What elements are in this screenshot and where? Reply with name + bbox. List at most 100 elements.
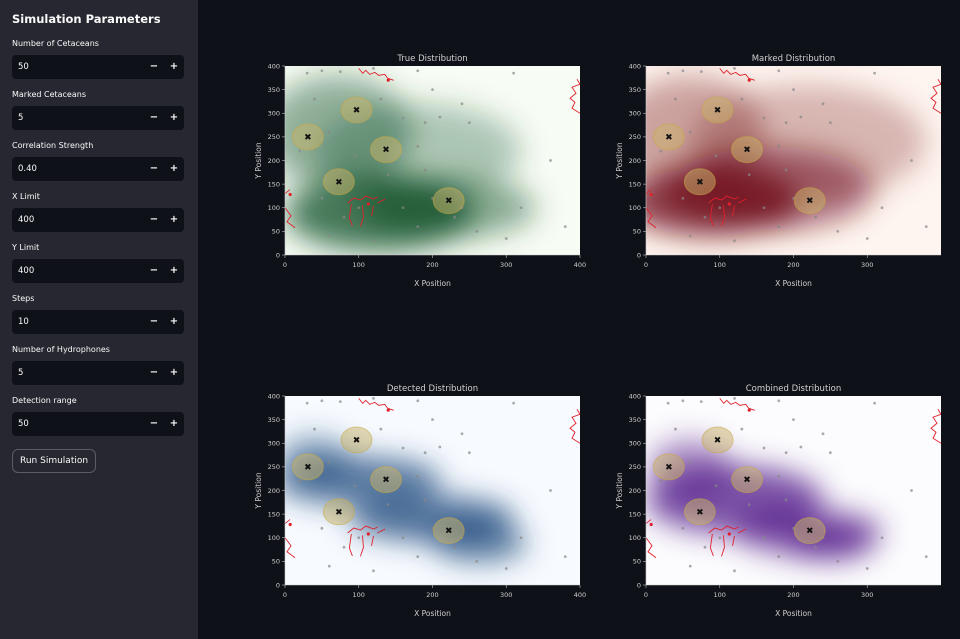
cetacean-point (423, 498, 427, 502)
number-input[interactable]: 5 − + (12, 361, 184, 385)
number-input-value[interactable]: 10 (18, 317, 29, 327)
decrement-button[interactable]: − (149, 214, 159, 225)
main-content: True Distribution ✖ ✖ ✖ ✖ ✖ 0 100 200 300 400 0 50 10… (198, 0, 960, 639)
cetacean-point (910, 159, 913, 162)
cetacean-point (379, 427, 383, 431)
cetacean-point (821, 102, 825, 106)
cetacean-point (777, 225, 781, 229)
y-tick-label: 200 (268, 487, 280, 495)
hydrophone-marker-icon: ✖ (714, 436, 722, 446)
cetacean-point (740, 427, 744, 431)
param-label: Detection range (12, 396, 77, 405)
y-tick-label: 100 (268, 204, 280, 212)
x-tick-label: 100 (714, 591, 726, 599)
number-input-value[interactable]: 5 (18, 368, 24, 378)
cetacean-point (338, 400, 342, 404)
increment-button[interactable]: + (169, 265, 179, 276)
number-input[interactable]: 5 − + (12, 106, 184, 130)
number-input-value[interactable]: 50 (18, 62, 29, 72)
number-input[interactable]: 50 − + (12, 55, 184, 79)
trajectory-point (288, 192, 292, 197)
x-tick-label: 300 (861, 591, 873, 599)
number-input-value[interactable]: 400 (18, 215, 35, 225)
increment-button[interactable]: + (169, 214, 179, 225)
decrement-button[interactable]: − (149, 61, 159, 72)
increment-button[interactable]: + (169, 163, 179, 174)
increment-button[interactable]: + (169, 112, 179, 123)
cetacean-point (298, 149, 302, 153)
x-tick-label: 0 (644, 591, 648, 599)
cetacean-point (910, 489, 913, 492)
cetacean-point (784, 451, 788, 455)
trajectory-path (569, 409, 580, 444)
increment-button[interactable]: + (169, 418, 179, 429)
decrement-button[interactable]: − (149, 265, 159, 276)
hydrophone-marker-icon: ✖ (696, 508, 704, 518)
param-label: Marked Cetaceans (12, 90, 86, 99)
number-input[interactable]: 10 − + (12, 310, 184, 334)
cetacean-point (799, 115, 803, 119)
trajectory-path (646, 519, 657, 559)
cetacean-point (372, 66, 375, 70)
trajectory-path (708, 195, 747, 227)
cetacean-point (792, 88, 795, 92)
increment-button[interactable]: + (169, 367, 179, 378)
detection-range-circle (432, 187, 465, 215)
y-tick-label: 0 (276, 251, 280, 259)
cetacean-point (666, 71, 670, 75)
cetacean-point (880, 206, 884, 210)
number-input-value[interactable]: 50 (18, 419, 29, 429)
increment-button[interactable]: + (169, 316, 179, 327)
cetacean-point (777, 555, 781, 559)
cetacean-point (659, 149, 663, 153)
y-tick-label: 250 (268, 463, 280, 471)
increment-button[interactable]: + (169, 61, 179, 72)
number-input-value[interactable]: 5 (18, 113, 24, 123)
cetacean-point (733, 239, 736, 243)
number-input-value[interactable]: 0.40 (18, 164, 37, 174)
number-input[interactable]: 50 − + (12, 412, 184, 436)
x-tick-label: 300 (500, 591, 512, 599)
y-tick-label: 400 (268, 62, 280, 70)
cetacean-point (475, 559, 479, 563)
true-distribution-chart: True Distribution ✖ ✖ ✖ ✖ ✖ 0 100 200 300 400 0 50 10… (254, 54, 586, 288)
hydrophone-marker-icon: ✖ (743, 476, 751, 486)
cetacean-point (475, 229, 479, 233)
y-tick-label: 0 (637, 581, 641, 589)
y-tick-label: 150 (268, 180, 280, 188)
trajectory-path (930, 409, 941, 444)
number-input[interactable]: 0.40 − + (12, 157, 184, 181)
cetacean-point (688, 234, 692, 238)
cetacean-point (320, 526, 324, 530)
cetacean-point (320, 196, 324, 200)
number-input[interactable]: 400 − + (12, 259, 184, 283)
cetacean-point (563, 225, 567, 229)
cetacean-point (762, 206, 766, 210)
hydrophone-layer: ✖ ✖ ✖ ✖ ✖ (291, 96, 465, 215)
number-input[interactable]: 400 − + (12, 208, 184, 232)
trajectory-point (649, 522, 653, 527)
decrement-button[interactable]: − (149, 316, 159, 327)
decrement-button[interactable]: − (149, 163, 159, 174)
decrement-button[interactable]: − (149, 418, 159, 429)
cetacean-point (313, 427, 316, 431)
marked-distribution-chart: Marked Distribution ✖ ✖ ✖ ✖ ✖ 0 100 200 300 0 50 100… (615, 54, 941, 288)
run-simulation-button[interactable]: Run Simulation (12, 449, 97, 473)
x-tick-label: 200 (787, 591, 799, 599)
y-tick-label: 150 (268, 510, 280, 518)
cetacean-point (674, 97, 677, 101)
y-tick-label: 350 (629, 416, 641, 424)
trajectory-path (708, 525, 747, 557)
cetacean-point (327, 130, 331, 134)
decrement-button[interactable]: − (149, 367, 159, 378)
cetacean-point (681, 69, 685, 73)
cetacean-point (320, 399, 324, 403)
param-label: Number of Hydrophones (12, 345, 110, 354)
cetacean-point (327, 234, 331, 238)
number-input-value[interactable]: 400 (18, 266, 35, 276)
cetacean-point (416, 555, 420, 559)
decrement-button[interactable]: − (149, 112, 159, 123)
detection-range-circle (322, 168, 355, 196)
cetacean-point (467, 451, 471, 455)
cetacean-point (699, 70, 703, 74)
